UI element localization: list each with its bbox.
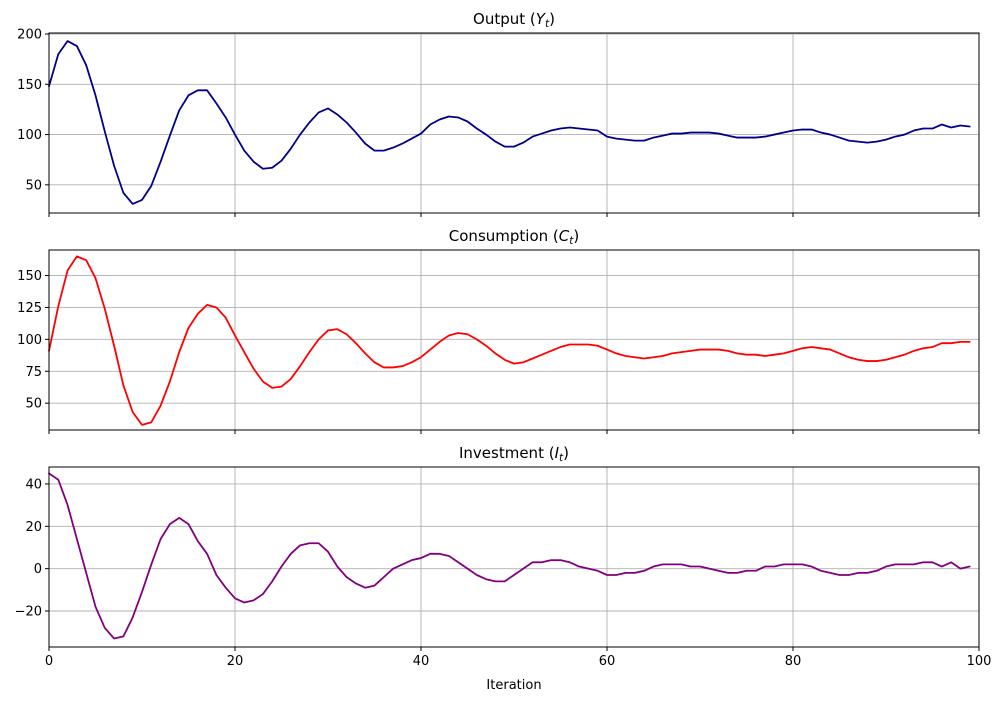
y-tick-label: 20 (25, 520, 42, 535)
axes-frame (48, 466, 980, 648)
x-axis-label: Iteration (486, 678, 541, 693)
chart-title: Investment (It) (459, 444, 569, 464)
y-tick-label: 75 (25, 365, 42, 380)
axes-frame (48, 32, 980, 214)
chart-title: Output (Yt) (473, 10, 555, 30)
y-tick-label: 150 (17, 78, 42, 93)
series-line (48, 472, 971, 640)
x-tick-label: 80 (785, 654, 802, 669)
x-tick-label: 60 (599, 654, 616, 669)
x-tick-label: 40 (413, 654, 430, 669)
y-tick-label: 100 (17, 128, 42, 143)
series-line (48, 255, 971, 426)
series-line (48, 40, 971, 205)
x-tick-label: 100 (967, 654, 992, 669)
y-tick-label: 50 (25, 397, 42, 412)
subplot-3: 0 20 40 60 80 100 −20 0 20 40 Investment (It) Itera… (15, 444, 992, 693)
y-tick-label: 40 (25, 477, 42, 492)
y-tick-label: 0 (34, 562, 42, 577)
y-tick-label: 125 (17, 301, 42, 316)
axes-frame (48, 249, 980, 431)
y-tick-label: −20 (15, 605, 42, 620)
x-tick-label: 0 (45, 654, 53, 669)
y-tick-label: 50 (25, 178, 42, 193)
x-tick-label: 20 (227, 654, 244, 669)
chart-title: Consumption (Ct) (449, 227, 579, 247)
y-tick-label: 200 (17, 28, 42, 43)
subplot-2: 50 75 100 125 150 Consumption (Ct) (17, 227, 980, 434)
y-tick-label: 100 (17, 333, 42, 348)
y-tick-label: 150 (17, 269, 42, 284)
subplot-1: 50 100 150 200 Output (Yt) (17, 10, 980, 217)
